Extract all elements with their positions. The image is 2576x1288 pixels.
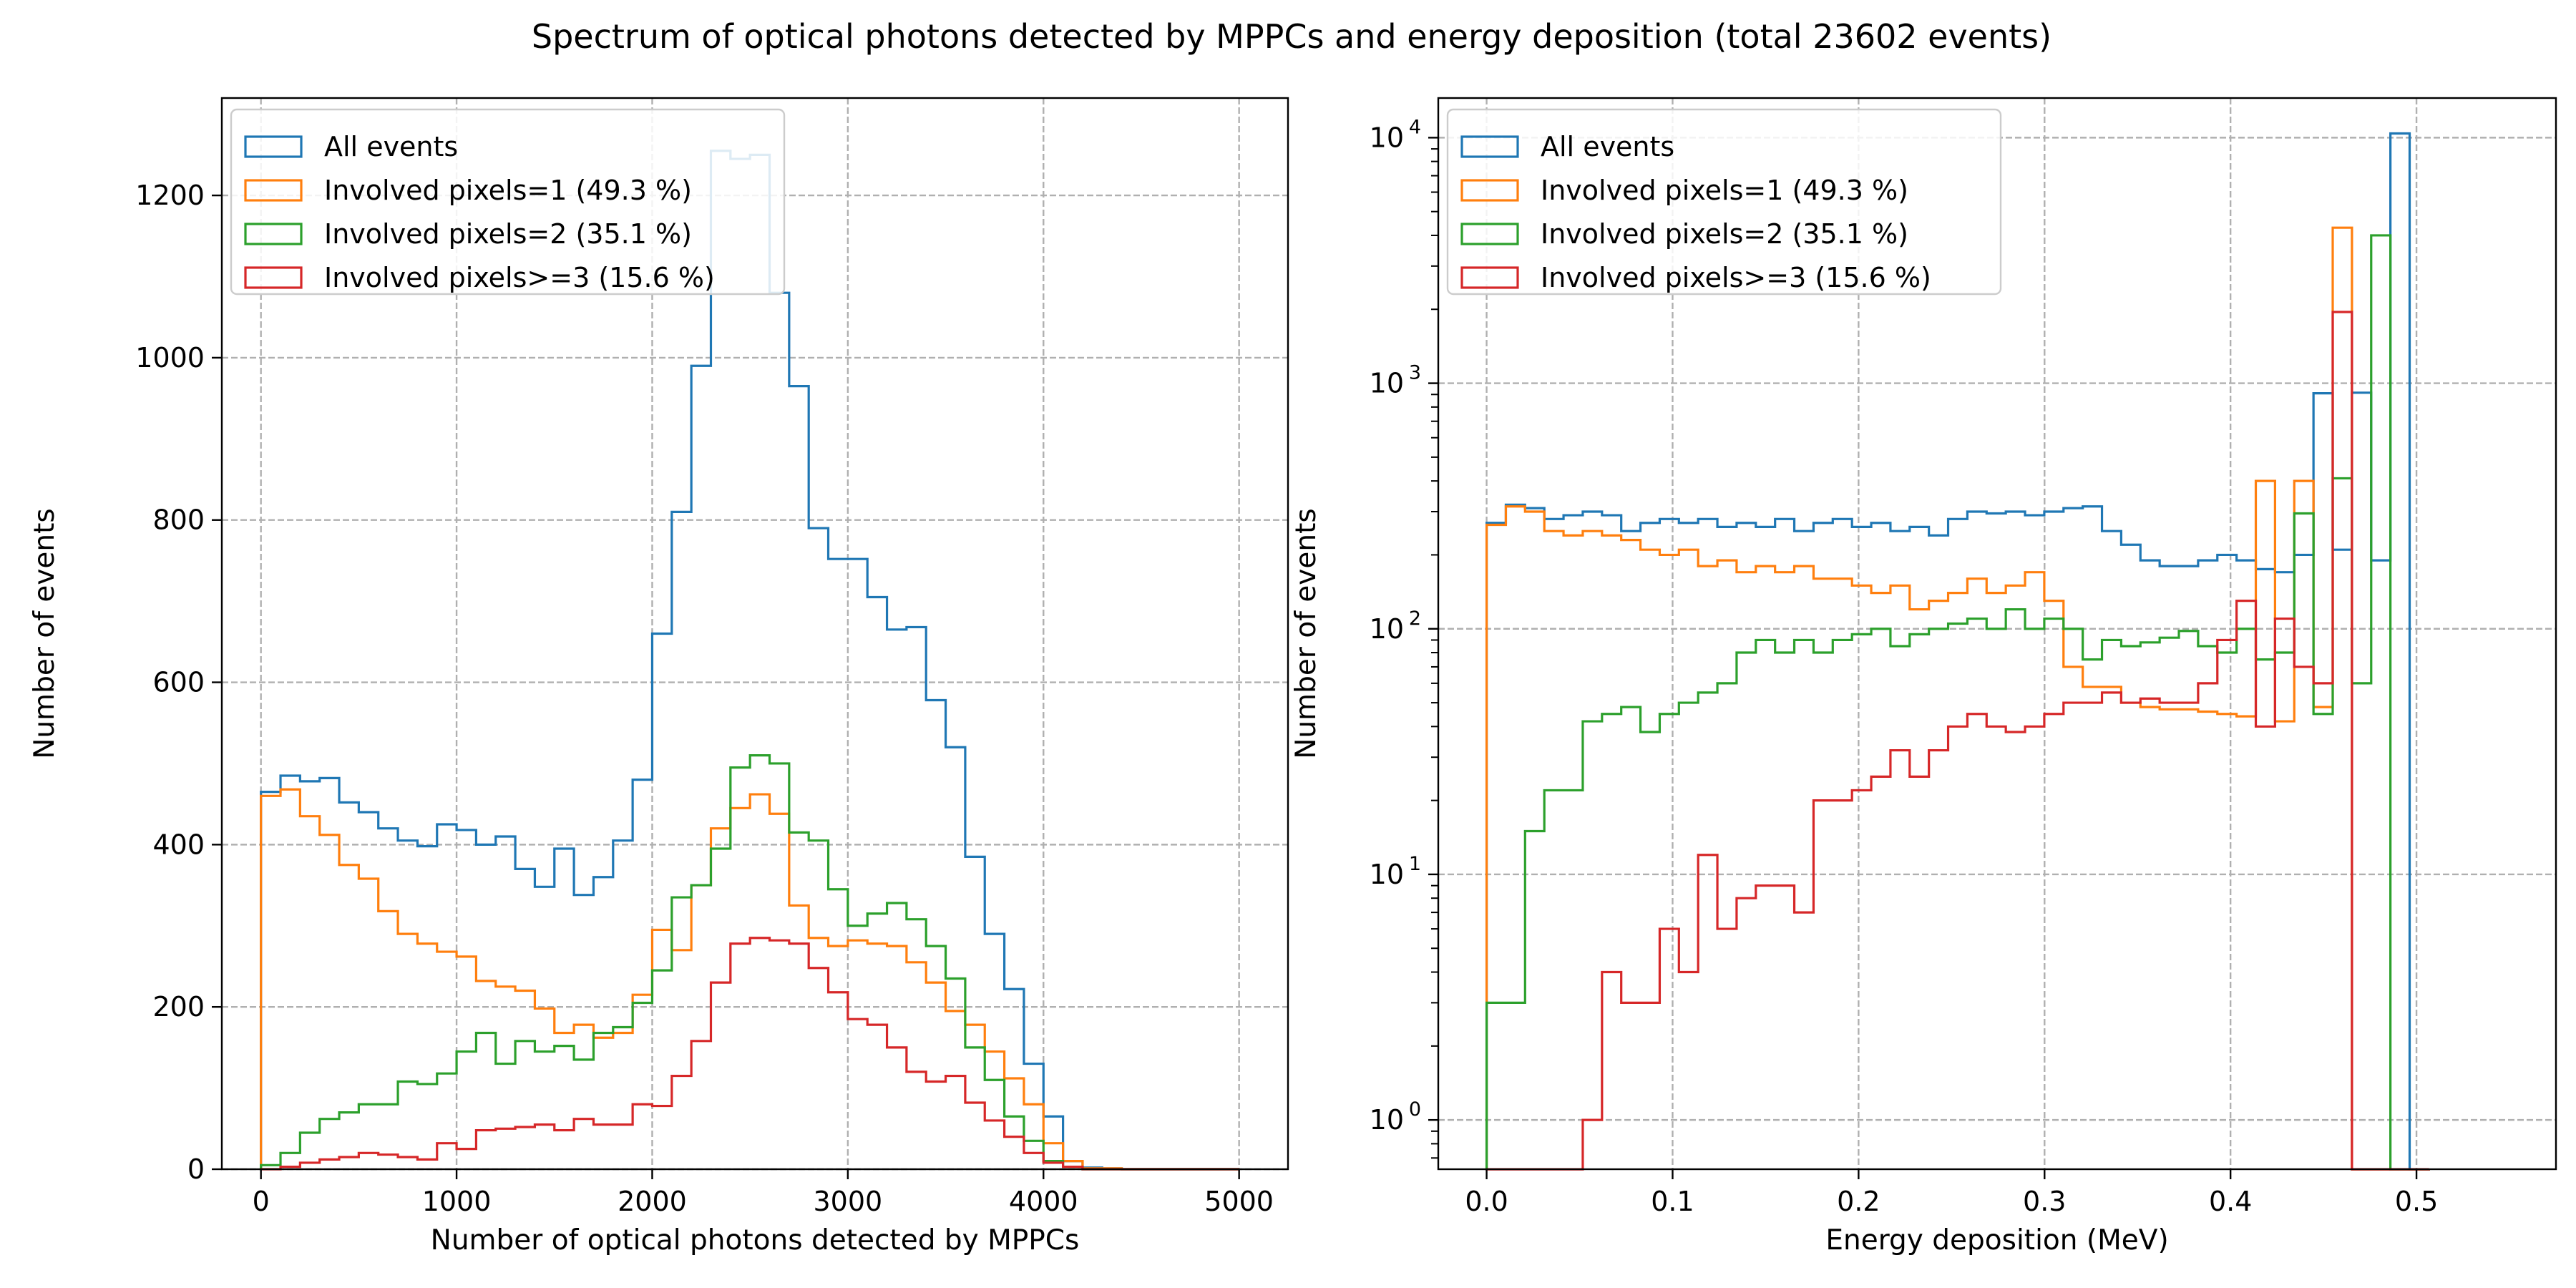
x-tick-label: 0.4 — [2209, 1186, 2252, 1217]
y-tick-label: 10 — [1370, 368, 1404, 399]
photon-spectrum-panel: 0 1000 2000 3000 4000 5000 0 200 400 600 800 1000 12… — [29, 97, 1289, 1257]
legend: All events Involved pixels=1 (49.3 %) Invo… — [1446, 108, 2002, 296]
x-tick-label: 3000 — [814, 1186, 883, 1217]
legend-label: All events — [324, 131, 458, 162]
x-axis: 0.0 0.1 0.2 0.3 0.4 0.5 — [1465, 1169, 2438, 1217]
x-axis-label: Energy deposition (MeV) — [1825, 1224, 2168, 1257]
legend-label: All events — [1541, 131, 1674, 162]
y-tick-label-exponent: 3 — [1409, 362, 1421, 384]
x-tick-label: 0.3 — [2023, 1186, 2066, 1217]
legend-swatch-all — [244, 135, 303, 158]
x-tick-label: 2000 — [618, 1186, 687, 1217]
series-line-pix2 — [260, 754, 1239, 1171]
legend-swatch-pix2 — [244, 223, 303, 245]
y-tick-label: 1200 — [135, 180, 205, 211]
legend-swatch-pix1 — [1460, 179, 1519, 202]
y-tick-label-exponent: 1 — [1409, 853, 1421, 875]
series-line-pix1 — [260, 788, 1239, 1171]
legend: All events Involved pixels=1 (49.3 %) Invo… — [230, 108, 786, 296]
y-tick-label: 600 — [152, 667, 205, 698]
legend-label: Involved pixels=2 (35.1 %) — [1541, 218, 1908, 250]
legend-label: Involved pixels=1 (49.3 %) — [324, 175, 692, 206]
y-axis-label: Number of events — [1290, 508, 1322, 758]
x-tick-label: 0 — [253, 1186, 270, 1217]
x-tick-label: 0.2 — [1837, 1186, 1880, 1217]
legend-swatch-all — [1460, 135, 1519, 158]
y-tick-label: 10 — [1370, 613, 1404, 645]
legend-label: Involved pixels=1 (49.3 %) — [1541, 175, 1908, 206]
y-tick-label: 10 — [1370, 859, 1404, 890]
figure-title: Spectrum of optical photons detected by … — [532, 17, 2051, 56]
minor-ticks — [1431, 148, 1438, 1159]
legend-label: Involved pixels>=3 (15.6 %) — [1541, 262, 1931, 293]
y-tick-label: 0 — [187, 1153, 205, 1185]
x-tick-label: 5000 — [1204, 1186, 1274, 1217]
y-axis: 0 200 400 600 800 1000 1200 — [135, 180, 222, 1185]
y-tick-label-exponent: 2 — [1409, 608, 1421, 630]
y-tick-label: 400 — [152, 829, 205, 860]
series-line-pix3 — [1485, 311, 2430, 1171]
legend-swatch-pix3 — [1460, 266, 1519, 289]
x-tick-label: 4000 — [1009, 1186, 1078, 1217]
y-tick-label: 10 — [1370, 122, 1404, 153]
axes-frame — [1437, 97, 2557, 1171]
y-tick-label-exponent: 4 — [1409, 116, 1421, 138]
x-tick-label: 1000 — [422, 1186, 492, 1217]
y-axis-label: Number of events — [29, 508, 61, 758]
legend-box — [230, 108, 786, 296]
series-line-pix1 — [1485, 226, 2430, 1171]
legend-swatch-pix3 — [244, 266, 303, 289]
legend-label: Involved pixels>=3 (15.6 %) — [324, 262, 715, 293]
y-tick-label: 200 — [152, 991, 205, 1023]
axes-frame — [220, 97, 1289, 1171]
legend-swatch-pix1 — [244, 179, 303, 202]
x-tick-label: 0.1 — [1651, 1186, 1694, 1217]
y-tick-label: 800 — [152, 504, 205, 536]
legend-label: Involved pixels=2 (35.1 %) — [324, 218, 692, 250]
series-line-pix3 — [260, 937, 1239, 1171]
legend-box — [1446, 108, 2002, 296]
x-axis-label: Number of optical photons detected by MP… — [431, 1224, 1080, 1257]
x-tick-label: 0.5 — [2395, 1186, 2438, 1217]
legend-swatch-pix2 — [1460, 223, 1519, 245]
y-tick-label: 10 — [1370, 1104, 1404, 1136]
y-tick-label-exponent: 0 — [1409, 1098, 1421, 1121]
histogram-series — [1485, 132, 2430, 1171]
y-tick-label: 1000 — [135, 342, 205, 374]
x-axis: 0 1000 2000 3000 4000 5000 — [253, 1169, 1274, 1217]
x-tick-label: 0.0 — [1465, 1186, 1508, 1217]
